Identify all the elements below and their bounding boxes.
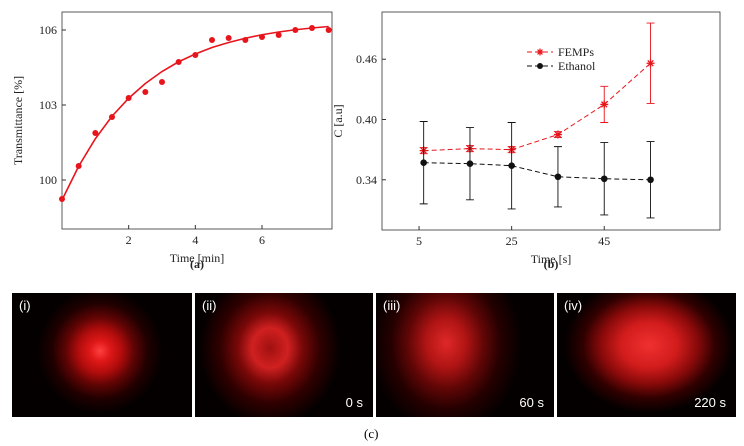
x-tick-label: 45 <box>598 234 610 248</box>
panel-label: (i) <box>19 298 31 313</box>
caption: (b) <box>544 257 559 271</box>
image-panel: (iii) 60 s <box>376 293 554 417</box>
y-tick-label: 0.34 <box>356 173 377 187</box>
y-tick-label: 0.46 <box>356 52 377 66</box>
x-axis-label: Time [min] <box>170 251 225 265</box>
panel-label: (iv) <box>564 298 583 313</box>
charts: 100 103 106 2 4 6 Time [min] Transmittance [%] (… <box>11 11 721 271</box>
y-tick-label: 100 <box>39 173 57 187</box>
marker <box>647 176 654 184</box>
marker <box>466 160 474 167</box>
legend-marker <box>537 63 543 69</box>
marker <box>420 159 427 166</box>
point <box>225 35 232 41</box>
x-tick-label: 2 <box>126 233 132 247</box>
series-line <box>423 162 651 181</box>
point <box>92 130 99 136</box>
image-panel: (i) <box>12 293 192 417</box>
panel-time: 220 s <box>694 395 726 410</box>
series-line <box>423 62 651 152</box>
image-panel: (ii) 0 s <box>195 293 373 417</box>
point <box>159 79 165 85</box>
y-tick-label: 106 <box>39 23 57 37</box>
marker <box>646 59 655 68</box>
series-line <box>61 25 329 201</box>
marker <box>600 175 608 183</box>
y-axis-label: Transmittance [%] <box>11 76 25 165</box>
x-axis-label: Time [s] <box>531 252 572 266</box>
caption: (c) <box>364 426 379 441</box>
x-tick-label: 4 <box>192 233 198 247</box>
point <box>142 89 149 95</box>
point <box>209 37 215 43</box>
marker <box>508 162 515 170</box>
x-tick-label: 25 <box>506 234 518 248</box>
legend-label: Ethanol <box>558 59 596 73</box>
legend-label: FEMPs <box>558 45 594 59</box>
panel-time: 0 s <box>345 395 363 410</box>
plot-frame <box>381 11 721 231</box>
x-tick-label: 5 <box>416 234 422 248</box>
plot-frame <box>61 11 333 230</box>
panel-label: (iii) <box>383 298 401 313</box>
x-tick-label: 6 <box>259 233 265 247</box>
marker <box>600 100 609 109</box>
y-tick-label: 103 <box>39 98 57 112</box>
panel-time: 60 s <box>519 395 544 410</box>
caption: (a) <box>190 257 204 271</box>
point <box>275 32 282 38</box>
legend-marker <box>536 48 544 56</box>
image-panel: (iv) 220 s <box>557 293 736 417</box>
point <box>325 27 332 33</box>
marker <box>554 173 562 181</box>
marker <box>553 130 562 139</box>
y-axis-label: C [a.u] <box>331 104 345 137</box>
panel-label: (ii) <box>202 298 217 313</box>
y-tick-label: 0.40 <box>356 112 377 126</box>
